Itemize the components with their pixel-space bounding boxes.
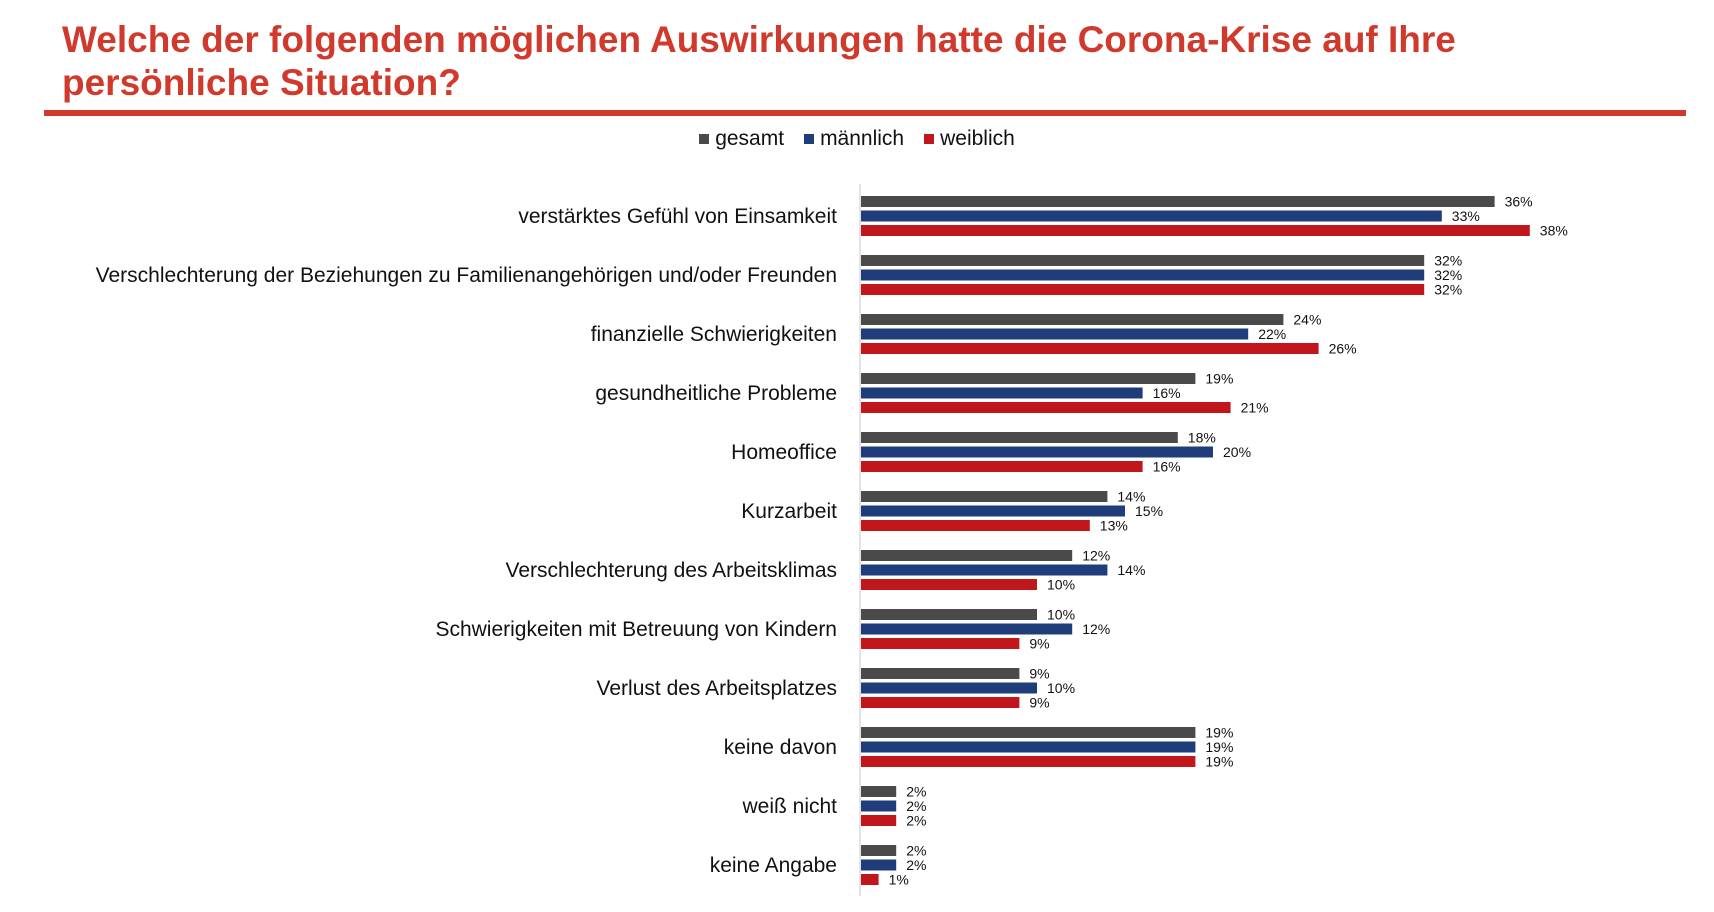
- data-label: 26%: [1329, 341, 1357, 357]
- bar-männlich: [861, 800, 897, 812]
- category-label: Kurzarbeit: [741, 500, 837, 523]
- bar-weiblich: [861, 874, 879, 885]
- bar-männlich: [861, 682, 1037, 694]
- legend-item-maennlich: männlich: [804, 126, 904, 152]
- data-label: 36%: [1505, 194, 1533, 210]
- bar-gesamt: [861, 668, 1020, 679]
- data-label: 10%: [1047, 577, 1075, 593]
- bar-männlich: [861, 859, 897, 871]
- bar-weiblich: [861, 284, 1425, 295]
- bar-weiblich: [861, 579, 1037, 590]
- data-label: 16%: [1153, 459, 1181, 475]
- data-label: 19%: [1205, 371, 1233, 387]
- bar-gesamt: [861, 727, 1196, 738]
- bar-weiblich: [861, 402, 1231, 413]
- category-label: keine davon: [724, 736, 837, 759]
- bar-gesamt: [861, 845, 897, 856]
- bar-weiblich: [861, 461, 1143, 472]
- data-label: 2%: [906, 784, 926, 800]
- category-label: finanzielle Schwierigkeiten: [591, 323, 837, 346]
- legend-swatch-maennlich: [804, 134, 815, 144]
- data-label: 19%: [1205, 739, 1233, 755]
- data-label: 32%: [1434, 267, 1462, 283]
- legend-swatch-gesamt: [699, 134, 710, 144]
- legend-item-weiblich: weiblich: [924, 126, 1015, 152]
- bar-männlich: [861, 269, 1425, 281]
- bar-gesamt: [861, 196, 1495, 207]
- data-label: 2%: [906, 813, 926, 829]
- data-label: 12%: [1082, 548, 1110, 564]
- data-label: 2%: [906, 857, 926, 873]
- bar-chart: verstärktes Gefühl von Einsamkeit 36% 33% 3…: [96, 184, 1568, 896]
- data-label: 21%: [1241, 400, 1269, 416]
- data-label: 2%: [906, 798, 926, 814]
- bar-gesamt: [861, 432, 1178, 443]
- data-label: 19%: [1205, 725, 1233, 741]
- data-label: 9%: [1029, 695, 1049, 711]
- bar-weiblich: [861, 815, 897, 826]
- bar-gesamt: [861, 373, 1196, 384]
- legend-label-maennlich: männlich: [820, 127, 905, 150]
- data-label: 14%: [1117, 562, 1145, 578]
- legend-swatch-weiblich: [924, 134, 935, 144]
- bar-männlich: [861, 328, 1249, 340]
- bar-weiblich: [861, 756, 1196, 767]
- bar-männlich: [861, 387, 1143, 399]
- category-label: Homeoffice: [731, 441, 837, 464]
- category-label: Verlust des Arbeitsplatzes: [597, 677, 837, 700]
- bar-gesamt: [861, 255, 1425, 266]
- bar-gesamt: [861, 550, 1073, 561]
- data-label: 2%: [906, 843, 926, 859]
- category-label: verstärktes Gefühl von Einsamkeit: [518, 205, 837, 228]
- title-divider: [44, 110, 1686, 116]
- legend-item-gesamt: gesamt: [699, 126, 784, 152]
- bar-männlich: [861, 505, 1125, 517]
- bar-gesamt: [861, 786, 897, 797]
- bar-männlich: [861, 564, 1108, 576]
- category-label: keine Angabe: [710, 854, 837, 877]
- data-label: 9%: [1029, 666, 1049, 682]
- data-label: 22%: [1258, 326, 1286, 342]
- category-label: gesundheitliche Probleme: [595, 382, 837, 405]
- legend-label-weiblich: weiblich: [940, 127, 1015, 150]
- data-label: 32%: [1434, 253, 1462, 269]
- bar-männlich: [861, 446, 1213, 458]
- bar-männlich: [861, 623, 1073, 635]
- data-label: 33%: [1452, 208, 1480, 224]
- data-label: 16%: [1153, 385, 1181, 401]
- data-label: 19%: [1205, 754, 1233, 770]
- data-label: 14%: [1117, 489, 1145, 505]
- data-label: 38%: [1540, 223, 1568, 239]
- data-label: 12%: [1082, 621, 1110, 637]
- bar-weiblich: [861, 638, 1020, 649]
- data-label: 13%: [1100, 518, 1128, 534]
- bar-gesamt: [861, 609, 1037, 620]
- bar-gesamt: [861, 491, 1108, 502]
- category-label: Schwierigkeiten mit Betreuung von Kinder…: [435, 618, 837, 641]
- data-label: 9%: [1029, 636, 1049, 652]
- data-label: 1%: [889, 872, 909, 888]
- bar-männlich: [861, 210, 1442, 222]
- bar-weiblich: [861, 520, 1090, 531]
- category-label: Verschlechterung des Arbeitsklimas: [506, 559, 838, 582]
- bar-weiblich: [861, 343, 1319, 354]
- data-label: 24%: [1293, 312, 1321, 328]
- bar-weiblich: [861, 697, 1020, 708]
- bar-weiblich: [861, 225, 1530, 236]
- chart-title: Welche der folgenden möglichen Auswirkun…: [62, 19, 1456, 103]
- data-label: 15%: [1135, 503, 1163, 519]
- data-label: 32%: [1434, 282, 1462, 298]
- bar-gesamt: [861, 314, 1284, 325]
- category-label: Verschlechterung der Beziehungen zu Fami…: [96, 264, 837, 287]
- data-label: 10%: [1047, 680, 1075, 696]
- category-label: weiß nicht: [741, 795, 837, 818]
- data-label: 10%: [1047, 607, 1075, 623]
- bar-männlich: [861, 741, 1196, 753]
- data-label: 20%: [1223, 444, 1251, 460]
- data-label: 18%: [1188, 430, 1216, 446]
- chart-legend: gesamt männlich weiblich: [0, 126, 1714, 152]
- legend-label-gesamt: gesamt: [715, 127, 785, 150]
